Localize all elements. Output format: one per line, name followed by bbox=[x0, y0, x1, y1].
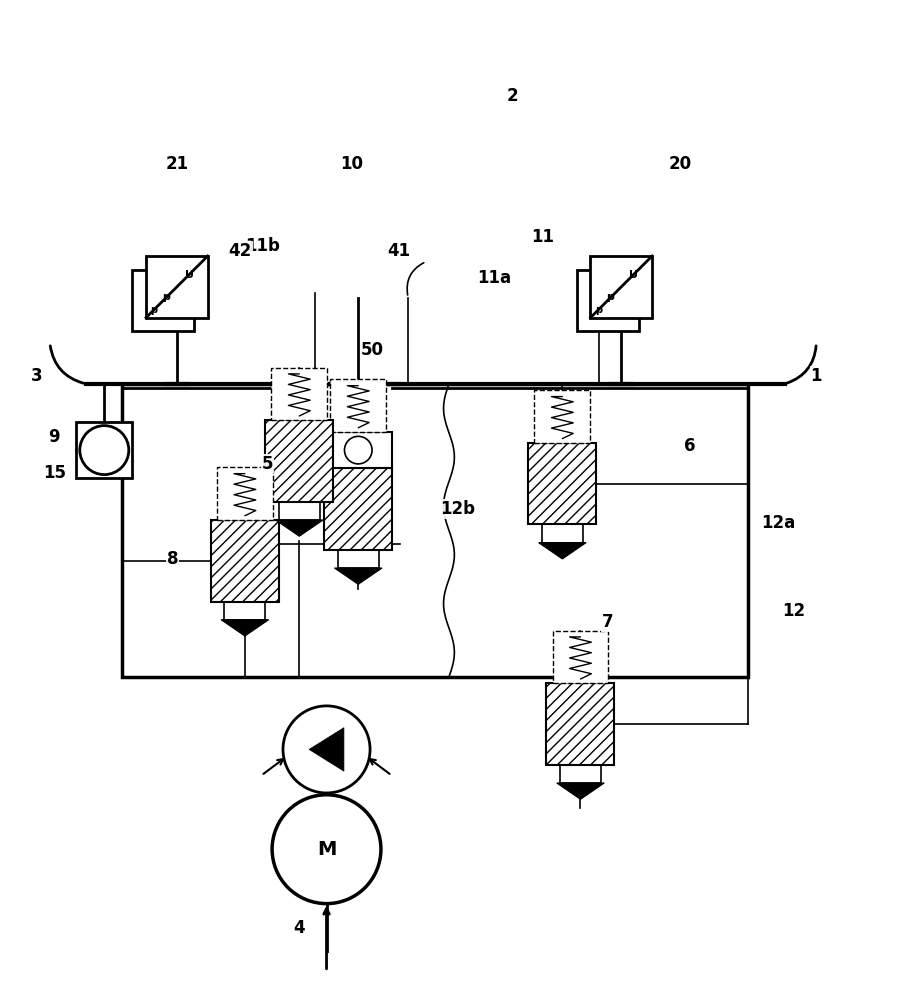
Bar bbox=[325, 468, 393, 550]
Text: p: p bbox=[606, 292, 614, 302]
Polygon shape bbox=[276, 520, 323, 536]
Text: p: p bbox=[595, 305, 602, 315]
Text: 20: 20 bbox=[668, 155, 692, 173]
Text: 6: 6 bbox=[684, 437, 695, 455]
Bar bbox=[122, 384, 748, 677]
Text: U: U bbox=[185, 270, 194, 280]
Bar bbox=[552, 631, 609, 683]
Bar bbox=[337, 550, 379, 568]
Bar bbox=[76, 422, 132, 478]
Bar bbox=[266, 420, 334, 502]
Text: 3: 3 bbox=[31, 367, 42, 385]
Bar bbox=[542, 524, 583, 543]
Polygon shape bbox=[539, 543, 586, 559]
Bar bbox=[561, 765, 601, 783]
Text: 8: 8 bbox=[167, 550, 178, 568]
Text: 15: 15 bbox=[43, 464, 66, 482]
Text: p: p bbox=[161, 292, 170, 302]
Circle shape bbox=[283, 706, 370, 793]
Bar bbox=[528, 443, 597, 524]
Circle shape bbox=[345, 436, 372, 464]
Polygon shape bbox=[309, 728, 344, 771]
Text: 41: 41 bbox=[387, 242, 411, 260]
Text: 12b: 12b bbox=[441, 500, 475, 518]
Text: 4: 4 bbox=[294, 919, 305, 937]
Bar bbox=[217, 467, 273, 520]
Text: M: M bbox=[317, 840, 336, 859]
Polygon shape bbox=[335, 568, 382, 584]
Text: 5: 5 bbox=[262, 455, 273, 473]
Text: 42: 42 bbox=[229, 242, 252, 260]
Text: 11b: 11b bbox=[246, 237, 280, 255]
Text: 12a: 12a bbox=[761, 514, 795, 532]
Bar bbox=[534, 390, 590, 443]
Bar bbox=[210, 520, 279, 602]
Bar bbox=[325, 432, 393, 468]
Bar bbox=[279, 502, 319, 520]
Text: 21: 21 bbox=[165, 155, 189, 173]
Bar bbox=[546, 683, 615, 765]
Bar bbox=[271, 368, 327, 420]
Bar bbox=[132, 270, 194, 331]
Text: 10: 10 bbox=[340, 155, 364, 173]
Text: U: U bbox=[629, 270, 639, 280]
Polygon shape bbox=[557, 783, 604, 799]
Text: 7: 7 bbox=[602, 613, 613, 631]
Text: 1: 1 bbox=[811, 367, 822, 385]
Bar bbox=[225, 602, 266, 620]
Text: p: p bbox=[151, 305, 158, 315]
Bar bbox=[146, 256, 208, 318]
Text: 11a: 11a bbox=[477, 269, 512, 287]
Circle shape bbox=[272, 795, 381, 904]
Circle shape bbox=[80, 426, 129, 475]
Text: 50: 50 bbox=[360, 341, 384, 359]
Text: 9: 9 bbox=[49, 428, 60, 446]
Polygon shape bbox=[221, 620, 268, 636]
Bar bbox=[590, 256, 652, 318]
Text: 2: 2 bbox=[507, 87, 518, 105]
Bar bbox=[577, 270, 639, 331]
Text: 12: 12 bbox=[782, 602, 805, 620]
Text: 11: 11 bbox=[531, 228, 554, 246]
Bar bbox=[330, 379, 386, 432]
